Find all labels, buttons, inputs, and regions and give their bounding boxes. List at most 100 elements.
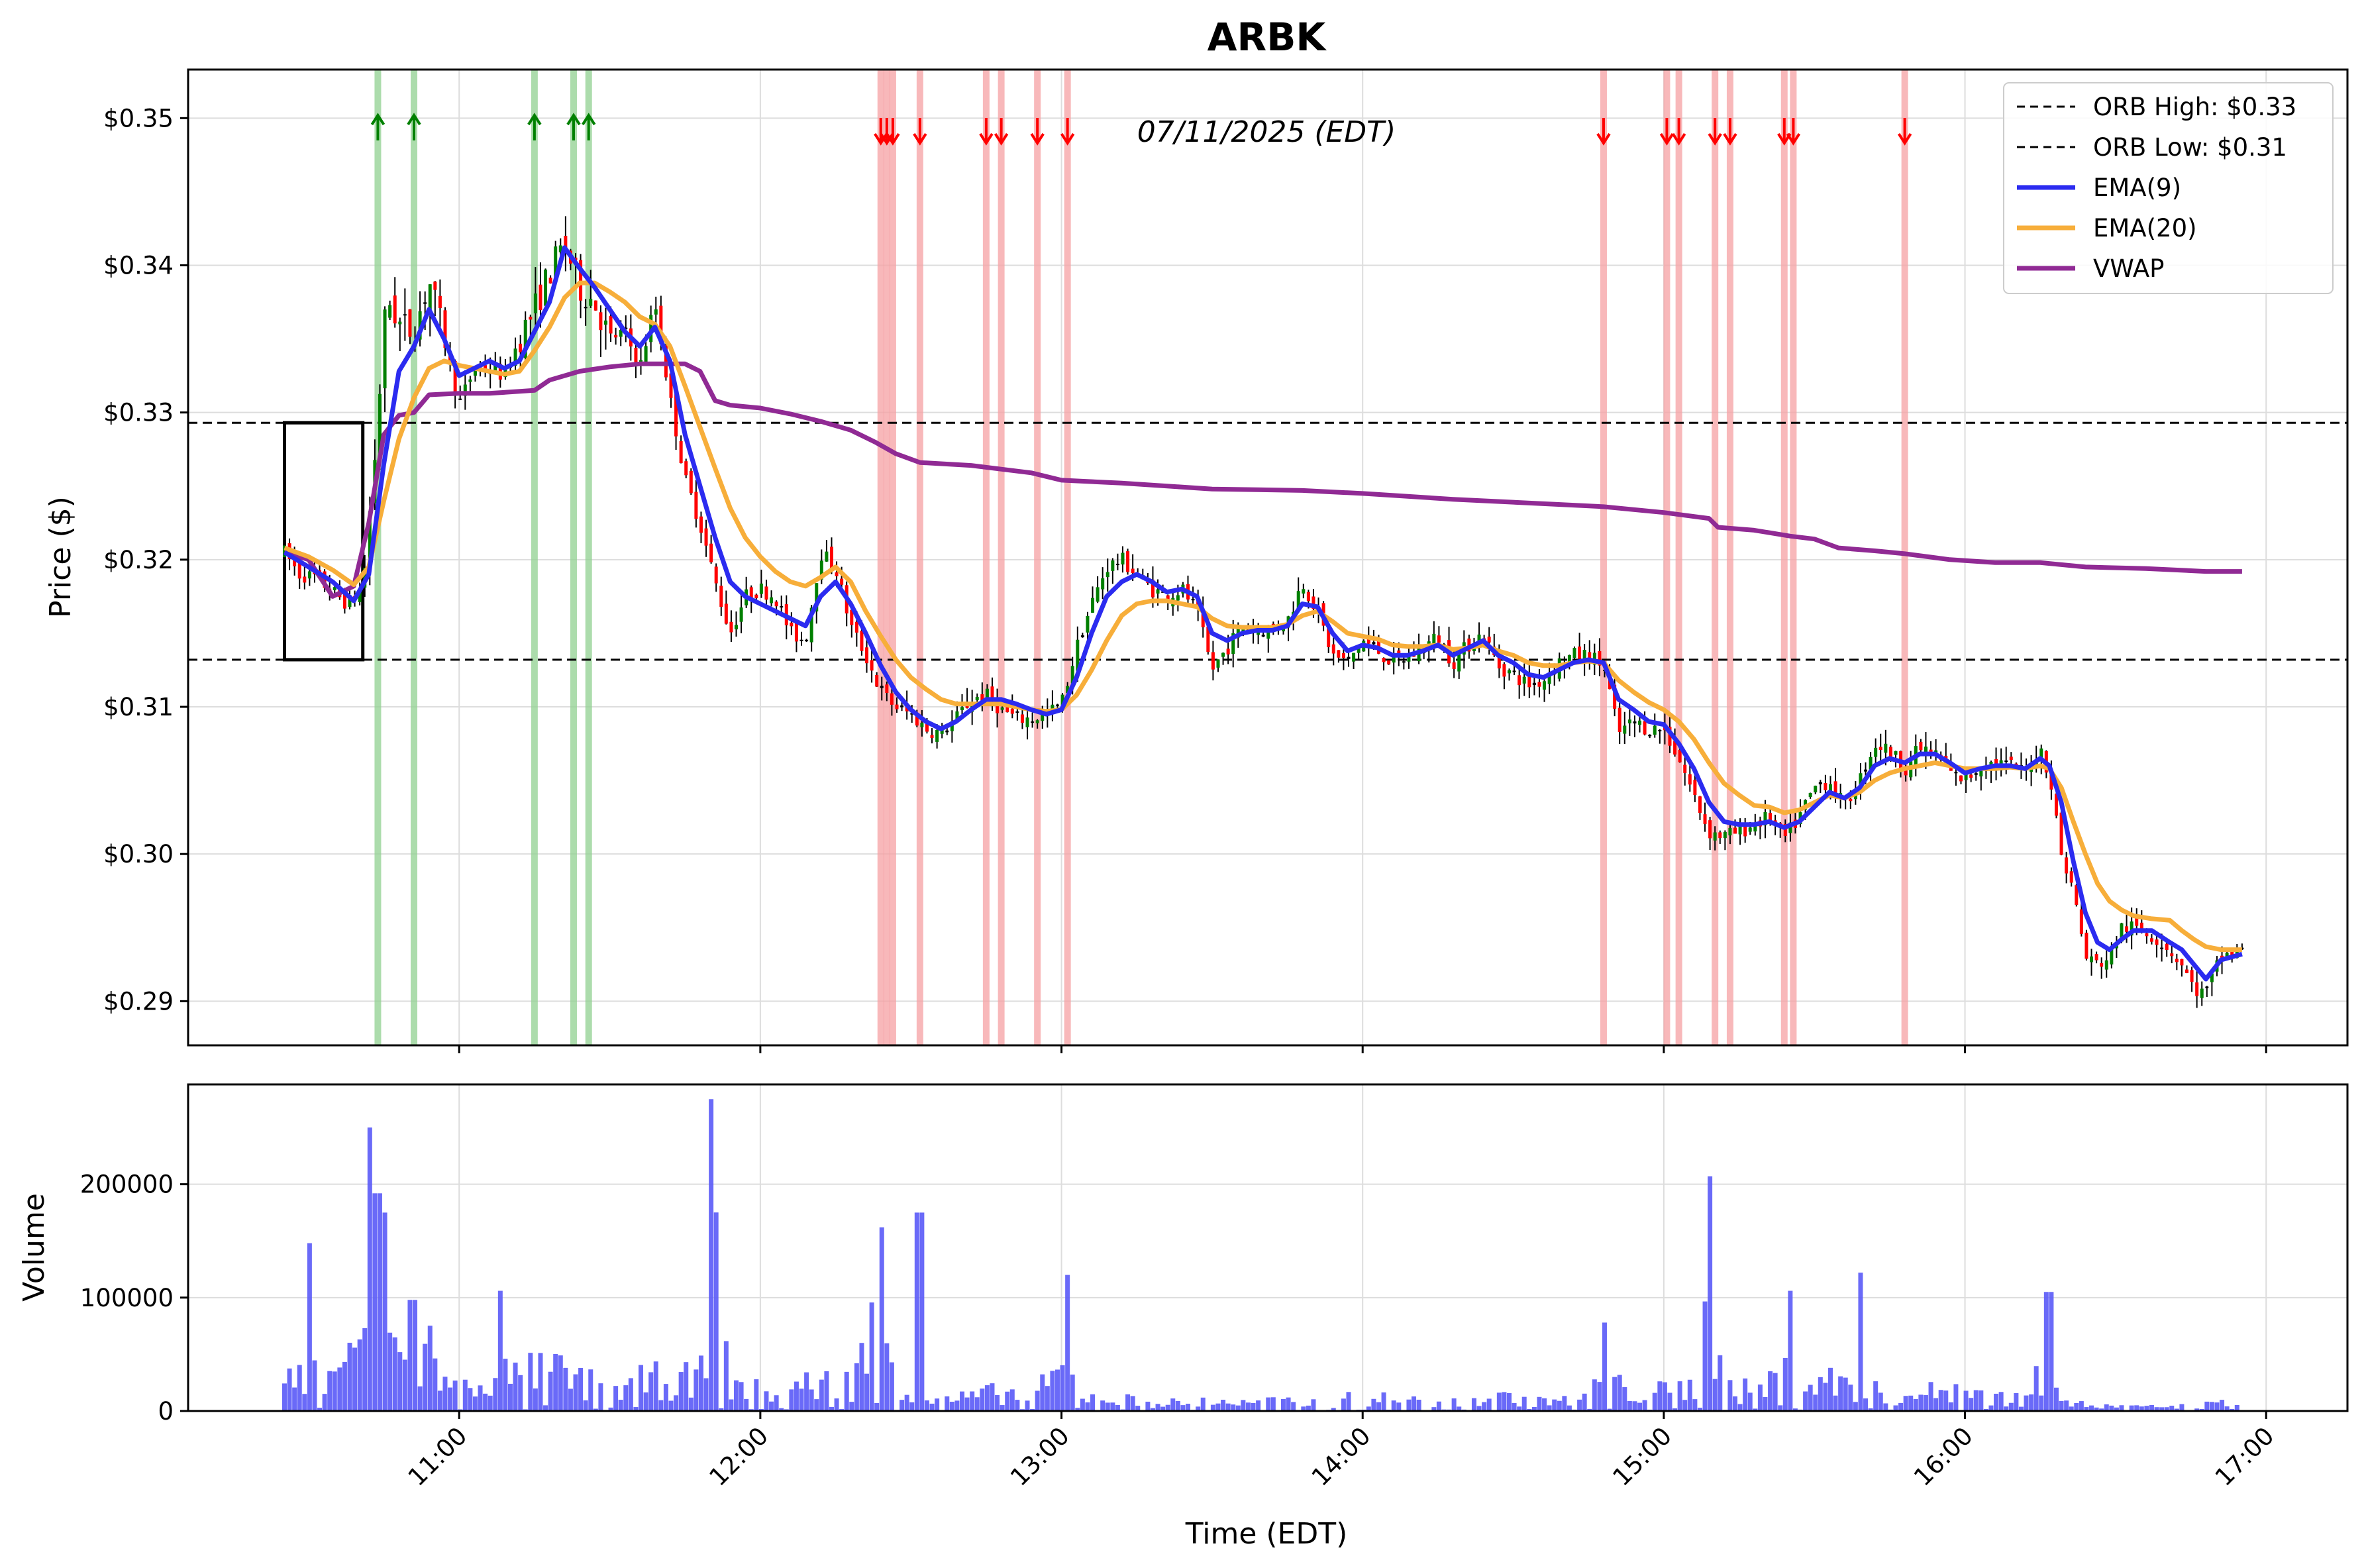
volume-bar	[1727, 1380, 1733, 1411]
volume-bar	[1170, 1398, 1176, 1411]
volume-bar	[1070, 1375, 1075, 1411]
volume-bar	[794, 1381, 799, 1411]
candle-body	[1206, 626, 1210, 653]
volume-bar	[2053, 1387, 2059, 1411]
volume-bar	[1245, 1402, 1251, 1411]
volume-bar	[1527, 1408, 1532, 1411]
candle-body	[1618, 707, 1621, 732]
candle-body	[282, 545, 286, 558]
time-tick-label: 11:00	[403, 1422, 473, 1492]
volume-bar	[1983, 1408, 1988, 1411]
candle-body	[609, 316, 613, 334]
volume-bar	[448, 1387, 453, 1411]
volume-bar	[598, 1383, 603, 1411]
volume-bar	[2049, 1292, 2054, 1411]
volume-bar	[1451, 1398, 1457, 1411]
volume-bar	[960, 1391, 965, 1411]
volume-bar	[1436, 1401, 1441, 1411]
candle-body	[1126, 551, 1130, 572]
candle-body	[825, 551, 829, 562]
candle-body	[1658, 729, 1662, 731]
candle-body	[589, 299, 593, 306]
candle-body	[468, 379, 472, 382]
candle-body	[2075, 885, 2079, 905]
candle-body	[2009, 757, 2013, 760]
candle-body	[614, 335, 618, 338]
candle-body	[2090, 956, 2094, 963]
price-axis-label: Price ($)	[44, 496, 77, 618]
buy-signal-band	[570, 70, 577, 1045]
volume-bar	[1080, 1398, 1085, 1411]
candle-body	[1407, 656, 1411, 662]
volume-bar	[949, 1402, 954, 1411]
candle-body	[1633, 721, 1637, 724]
candle-body	[529, 317, 533, 320]
candle-body	[463, 384, 467, 396]
volume-bar	[583, 1400, 588, 1411]
candle-body	[1487, 637, 1491, 643]
volume-bar	[1266, 1397, 1271, 1411]
candle-body	[1769, 813, 1773, 823]
volume-bar	[1291, 1402, 1296, 1411]
sell-arrow-head	[1723, 132, 1737, 146]
candle-body	[584, 307, 588, 309]
candle-body	[1818, 782, 1822, 784]
volume-bar	[1306, 1405, 1311, 1411]
candle-body	[1221, 653, 1225, 657]
candle-body	[659, 305, 663, 344]
sell-signal-band	[982, 70, 990, 1045]
candle-body	[2084, 932, 2088, 959]
candle-body	[764, 586, 768, 600]
candle-body	[1638, 720, 1642, 725]
volume-bar	[2144, 1406, 2149, 1411]
candle-body	[619, 330, 623, 337]
candle-body	[1683, 764, 1687, 773]
volume-bar	[2154, 1407, 2159, 1411]
candle-body	[770, 597, 774, 603]
volume-bar	[2064, 1400, 2069, 1411]
candle-body	[1035, 720, 1039, 723]
candle-body	[297, 563, 301, 579]
volume-bar	[1502, 1392, 1507, 1411]
candle-body	[2139, 922, 2143, 931]
volume-bar	[2024, 1395, 2029, 1411]
candle-body	[1713, 832, 1717, 841]
volume-bar	[1557, 1400, 1562, 1411]
volume-bar	[1221, 1399, 1226, 1411]
volume-bar	[402, 1359, 407, 1411]
buy-arrow-head	[370, 113, 386, 126]
volume-bar	[1969, 1398, 1974, 1411]
volume-bar	[648, 1372, 654, 1411]
volume-bar	[1085, 1402, 1090, 1411]
volume-bar	[573, 1374, 578, 1411]
candle-body	[484, 365, 488, 372]
volume-bar	[1848, 1385, 1853, 1411]
volume-bar	[1371, 1398, 1376, 1411]
candle-body	[378, 393, 382, 458]
volume-bar	[397, 1352, 403, 1411]
volume-bar	[1757, 1385, 1763, 1411]
volume-bar	[1060, 1365, 1065, 1411]
candle-body	[1994, 758, 1998, 767]
volume-bar	[2043, 1292, 2049, 1411]
candle-body	[925, 723, 929, 732]
candle-body	[1176, 595, 1180, 601]
volume-bar	[1878, 1392, 1883, 1411]
candle-body	[1331, 644, 1335, 654]
volume-bar	[1893, 1405, 1898, 1411]
candle-body	[1502, 664, 1506, 677]
candle-body	[1337, 650, 1341, 658]
volume-bar	[809, 1389, 814, 1411]
candle-body	[2235, 947, 2239, 958]
volume-bar	[729, 1399, 734, 1411]
volume-bar	[2119, 1405, 2124, 1411]
volume-bar	[1587, 1408, 1592, 1411]
candle-body	[1728, 827, 1732, 836]
candle-body	[1884, 743, 1888, 753]
volume-bar	[954, 1400, 960, 1411]
candle-body	[749, 587, 753, 600]
sell-arrow-head	[1596, 132, 1611, 146]
candle-body	[980, 694, 984, 702]
volume-bar	[1973, 1390, 1979, 1411]
volume-bar	[1105, 1402, 1110, 1411]
